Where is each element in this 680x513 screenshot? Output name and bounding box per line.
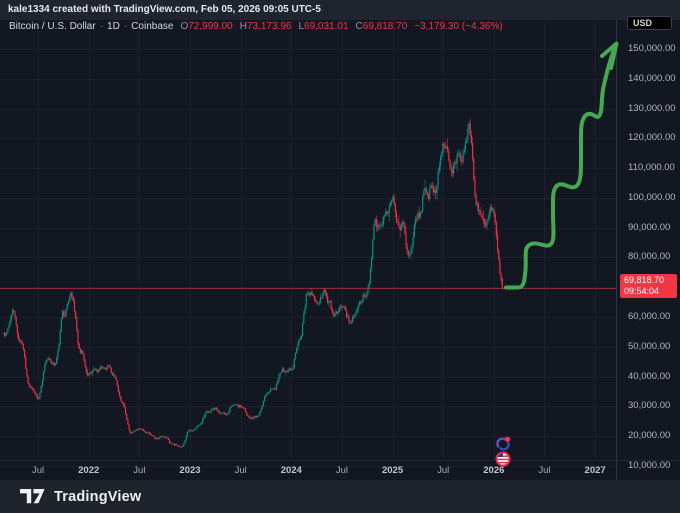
interval-label[interactable]: 1D [107,21,120,32]
attribution-text: kale1334 created with TradingView.com, F… [8,4,321,15]
header-separator: · [123,21,128,32]
ohlc-values: O72,999.00 H73,173.96 L69,031.01 C69,818.70 [173,21,407,32]
ohlc-letter: O [180,21,189,32]
ohlc-value: 69,031.01 [304,21,349,32]
change-value: −3,179.30 (−4.36%) [414,21,503,32]
currency-toggle-button[interactable]: USD [627,16,672,30]
attribution-bar: kale1334 created with TradingView.com, F… [0,0,680,20]
currency-label: USD [633,18,653,28]
symbol-header[interactable]: Bitcoin / U.S. Dollar · 1D · Coinbase O72,999… [9,21,503,32]
ohlc-letter: C [355,21,363,32]
exchange-label: Coinbase [131,21,174,32]
header-separator: · [99,21,104,32]
sync-event-icon[interactable] [494,435,512,453]
tradingview-wordmark[interactable]: TradingView [54,488,142,505]
ohlc-letter: L [298,21,305,32]
symbol-name[interactable]: Bitcoin / U.S. Dollar [9,21,96,32]
ohlc-letter: H [239,21,247,32]
ohlc-value: 69,818.70 [362,21,408,32]
ohlc-value: 72,999.00 [188,21,233,32]
us-flag-event-icon[interactable] [495,451,511,467]
footer-bar: TradingView [0,480,680,513]
tradingview-logo-icon[interactable] [20,489,45,504]
ohlc-value: 73,173.96 [246,21,292,32]
